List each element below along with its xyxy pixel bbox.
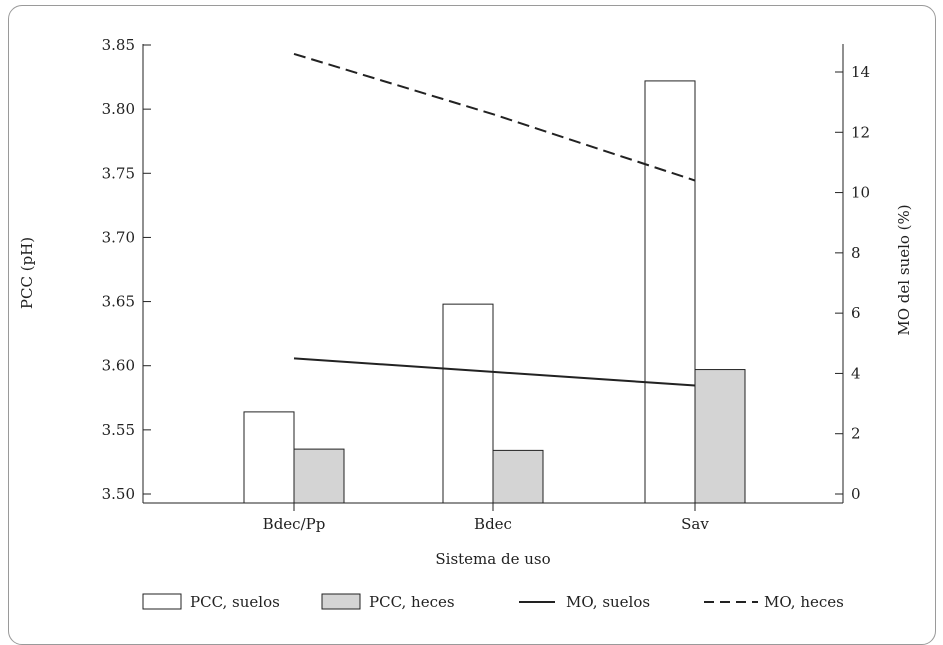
right-ticks: 0 2 4 6 8 10 12 14	[835, 63, 870, 503]
left-tick-label: 3.80	[102, 100, 135, 118]
lines	[293, 52, 696, 387]
legend-label-pcc-heces: PCC, heces	[369, 593, 455, 611]
line-mo-heces	[293, 52, 696, 182]
bar-pcc-heces	[492, 449, 544, 504]
right-tick-label: 6	[851, 304, 861, 322]
left-tick-label: 3.60	[102, 357, 135, 375]
combo-chart: 3.50 3.55 3.60 3.65 3.70 3.75 3.80 3.85 0 2 4 6 8 10…	[18, 36, 913, 611]
right-tick-label: 14	[851, 63, 870, 81]
left-tick-label: 3.55	[102, 421, 135, 439]
left-ticks: 3.50 3.55 3.60 3.65 3.70 3.75 3.80 3.85	[102, 36, 151, 503]
y-axis-right-label: MO del suelo (%)	[895, 204, 913, 335]
left-tick-label: 3.65	[102, 293, 135, 311]
right-tick-label: 10	[851, 184, 870, 202]
left-tick-label: 3.85	[102, 36, 135, 54]
legend-label-mo-heces: MO, heces	[764, 593, 844, 611]
right-tick-label: 2	[851, 425, 861, 443]
left-tick-label: 3.70	[102, 228, 135, 246]
bar-pcc-suelos	[243, 411, 295, 504]
right-tick-label: 4	[851, 364, 861, 382]
right-tick-label: 0	[851, 485, 861, 503]
y-axis-left-label: PCC (pH)	[18, 237, 36, 309]
legend-label-pcc-suelos: PCC, suelos	[190, 593, 280, 611]
bar-pcc-heces	[293, 448, 345, 504]
x-tick-label: Sav	[681, 515, 709, 533]
x-tick-label: Bdec/Pp	[263, 515, 326, 533]
legend-swatch-pcc-heces	[321, 593, 361, 610]
left-tick-label: 3.75	[102, 164, 135, 182]
right-tick-label: 12	[851, 123, 870, 141]
legend-swatch-pcc-suelos	[142, 593, 182, 610]
right-tick-label: 8	[851, 244, 861, 262]
bar-pcc-heces	[694, 369, 746, 504]
legend-label-mo-suelos: MO, suelos	[566, 593, 650, 611]
bars	[243, 80, 746, 504]
legend: PCC, suelos PCC, heces MO, suelos MO, he…	[142, 593, 844, 611]
line-mo-suelos	[293, 357, 696, 387]
bar-pcc-suelos	[644, 80, 696, 504]
x-ticks: Bdec/Pp Bdec Sav	[263, 503, 709, 533]
left-tick-label: 3.50	[102, 485, 135, 503]
x-tick-label: Bdec	[474, 515, 512, 533]
bar-pcc-suelos	[442, 303, 494, 504]
x-axis-label: Sistema de uso	[435, 550, 550, 568]
